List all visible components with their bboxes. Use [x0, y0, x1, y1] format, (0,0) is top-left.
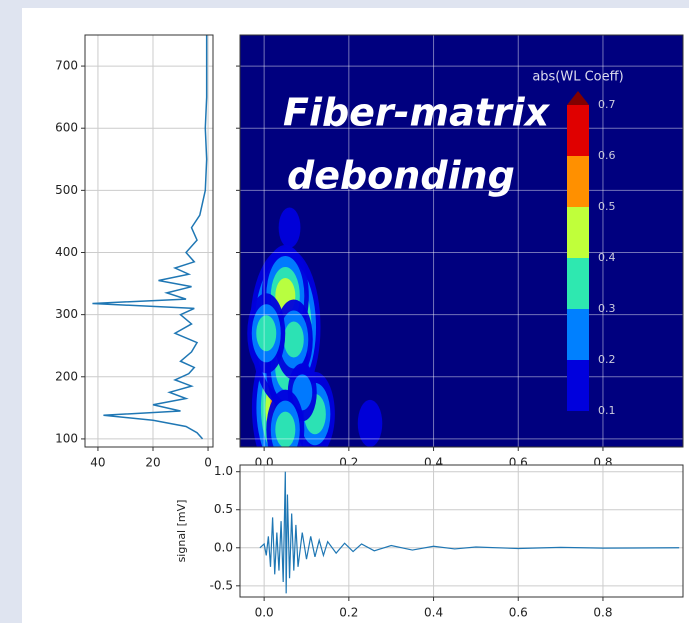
y-tick-label: -0.5 [210, 578, 233, 592]
y-axis-label: signal [mV] [175, 500, 188, 563]
y-tick-label: 300 [55, 307, 78, 321]
y-tick-label: 500 [55, 183, 78, 197]
axes-frame [239, 34, 684, 448]
x-tick-label: 40 [90, 456, 105, 470]
colorbar-extend [567, 91, 589, 105]
colorbar-band [567, 309, 589, 360]
y-tick-label: 700 [55, 59, 78, 73]
y-tick-label: 1.0 [214, 464, 233, 478]
x-tick-label: 20 [145, 456, 160, 470]
colorbar-extend [567, 411, 589, 425]
x-tick-label: 0.2 [339, 606, 358, 620]
spectrum-line [92, 35, 208, 440]
y-tick-label: 0.0 [214, 540, 233, 554]
colorbar-tick-label: 0.3 [598, 302, 616, 315]
colorbar-tick-label: 0.6 [598, 149, 616, 162]
colorbar-band [567, 207, 589, 258]
x-tick-label: 0.0 [255, 606, 274, 620]
y-tick-label: 400 [55, 245, 78, 259]
plot-area [240, 465, 683, 597]
annotation: debonding [287, 154, 515, 198]
colorbar-band [567, 156, 589, 207]
x-tick-label: 0.4 [424, 606, 443, 620]
contour-blob [283, 321, 304, 358]
axes-frame [239, 464, 684, 598]
colorbar-label: abs(WL Coeff) [532, 70, 623, 85]
colorbar-band [567, 360, 589, 411]
y-tick-label: 600 [55, 121, 78, 135]
colorbar-tick-label: 0.7 [598, 98, 616, 111]
contour-blob [275, 411, 296, 447]
colorbar-tick-label: 0.5 [598, 200, 616, 213]
contour-blob [278, 207, 301, 248]
colorbar-tick-label: 0.4 [598, 251, 616, 264]
x-tick-label: 0 [204, 456, 212, 470]
x-tick-label: 0.6 [509, 606, 528, 620]
x-tick-label: 0.8 [593, 606, 612, 620]
y-tick-label: 100 [55, 431, 78, 445]
contour-blob [256, 315, 277, 352]
plot-area [85, 35, 213, 447]
signal-line [259, 471, 680, 594]
colorbar-band [567, 258, 589, 309]
contour-layer [247, 207, 383, 447]
y-tick-label: 200 [55, 369, 78, 383]
contour-blob [357, 399, 383, 447]
y-tick-label: 0.5 [214, 502, 233, 516]
colorbar-band [567, 105, 589, 156]
annotation: Fiber-matrix [283, 91, 551, 135]
colorbar-tick-label: 0.1 [598, 404, 616, 417]
colorbar-tick-label: 0.2 [598, 353, 616, 366]
axes-frame [84, 34, 214, 448]
